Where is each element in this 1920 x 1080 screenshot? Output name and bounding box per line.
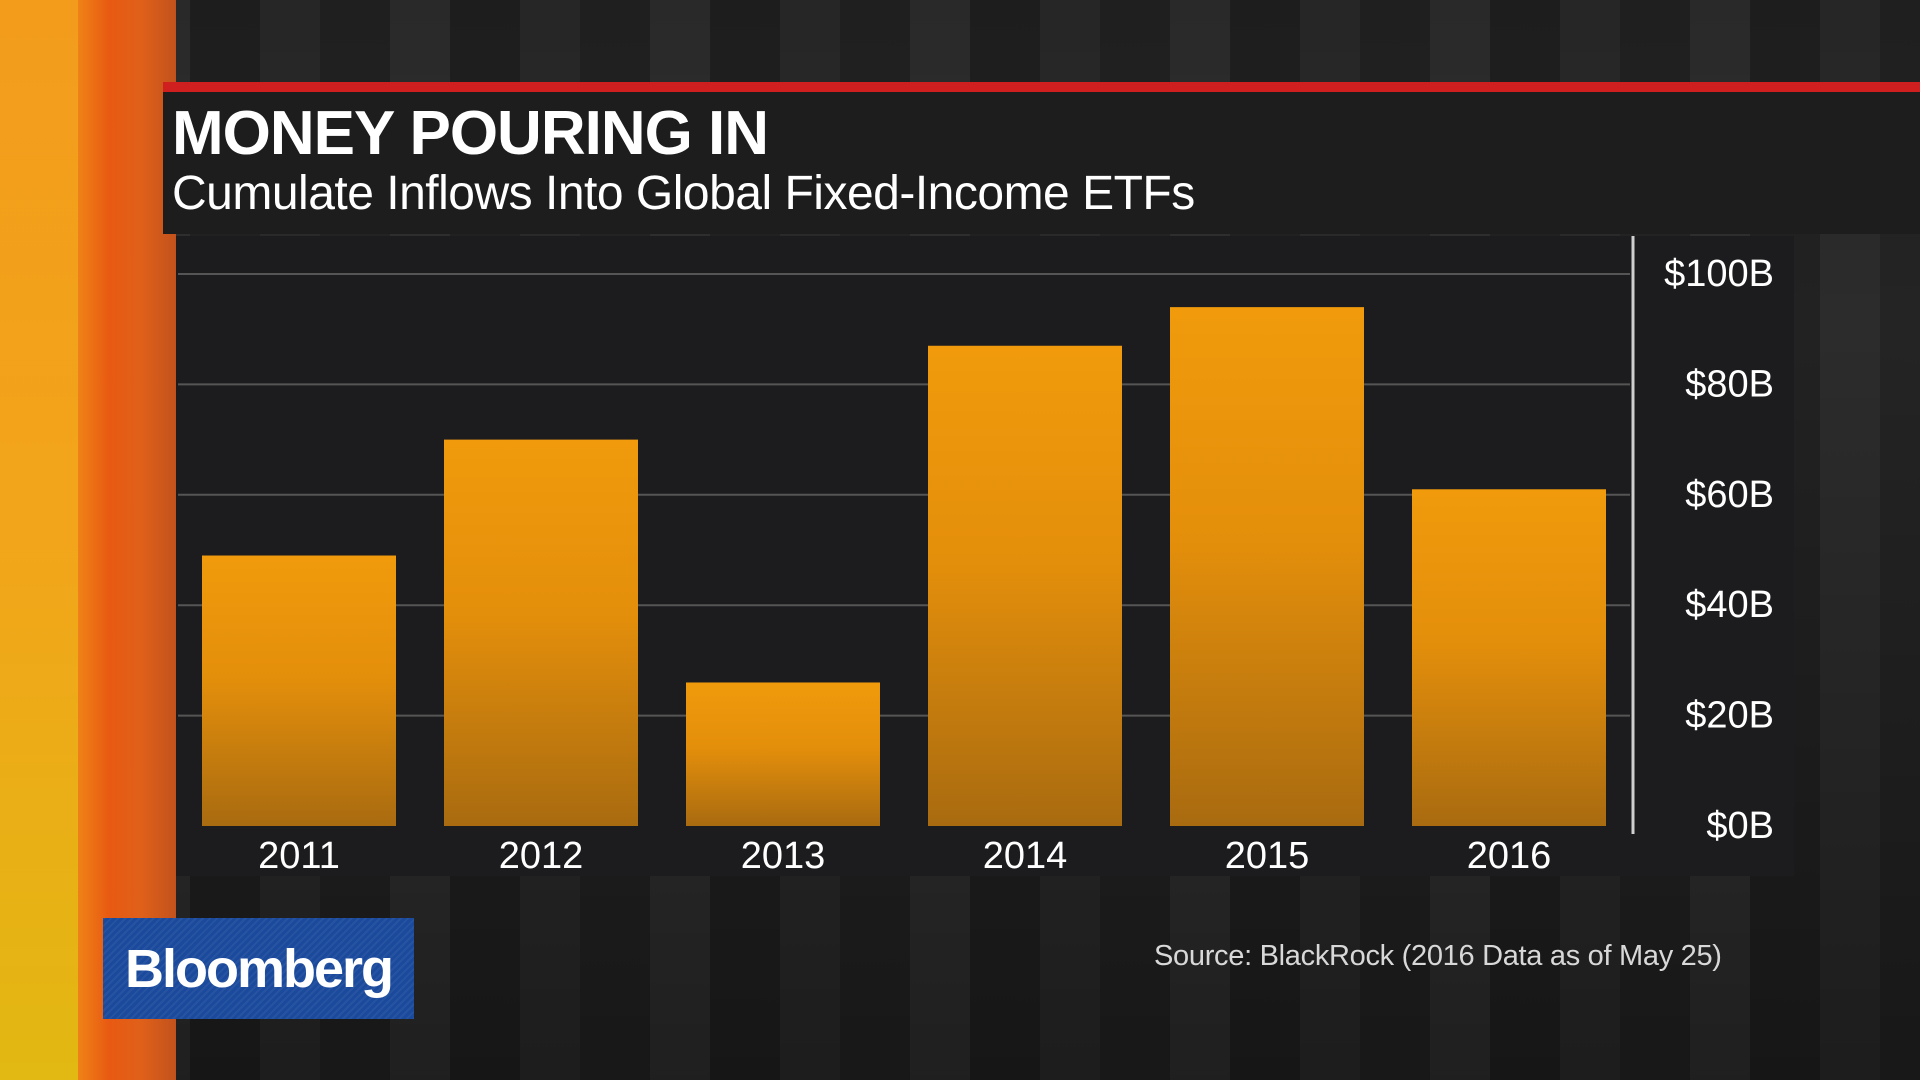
bloomberg-logo-text: Bloomberg xyxy=(125,939,394,999)
left-color-stripe xyxy=(0,0,176,1080)
x-tick-label: 2016 xyxy=(1467,835,1552,877)
x-axis-labels: 2011 2012 2013 2014 2015 2016 xyxy=(258,835,1551,877)
y-axis: $0B $20B $40B $60B $80B $100B xyxy=(1631,236,1774,847)
title-panel xyxy=(163,92,1920,234)
y-tick-label: $0B xyxy=(1706,805,1774,847)
x-tick-label: 2014 xyxy=(983,835,1068,877)
bar-2012 xyxy=(444,439,638,826)
title-accent-rule xyxy=(163,82,1920,92)
bar-2014 xyxy=(928,345,1122,826)
y-tick-label: $80B xyxy=(1685,363,1774,405)
left-color-stripe-inner xyxy=(0,0,78,1080)
y-tick-label: $40B xyxy=(1685,584,1774,626)
chart-subtitle: Cumulate Inflows Into Global Fixed-Incom… xyxy=(172,167,1195,220)
source-note: Source: BlackRock (2016 Data as of May 2… xyxy=(1154,940,1722,972)
bars xyxy=(202,307,1606,826)
bar-2015 xyxy=(1170,307,1364,826)
bar-2013 xyxy=(686,682,880,826)
bar-2016 xyxy=(1412,489,1606,826)
chart-title: MONEY POURING IN xyxy=(172,99,769,168)
gridlines xyxy=(178,273,1630,717)
y-tick-label: $20B xyxy=(1685,695,1774,737)
x-tick-label: 2012 xyxy=(499,835,584,877)
x-tick-label: 2015 xyxy=(1225,835,1310,877)
bar-2011 xyxy=(202,555,396,826)
y-tick-label: $60B xyxy=(1685,474,1774,516)
x-tick-label: 2013 xyxy=(741,835,826,877)
y-tick-label: $100B xyxy=(1664,253,1774,295)
bloomberg-logo: Bloomberg xyxy=(103,918,414,1019)
x-tick-label: 2011 xyxy=(258,835,340,877)
